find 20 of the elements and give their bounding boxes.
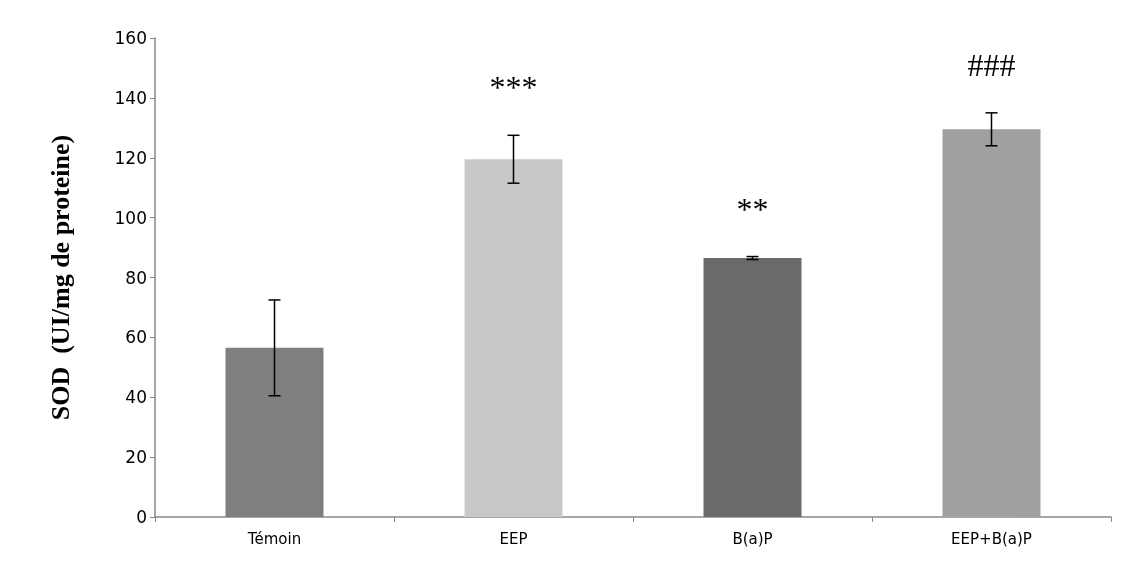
bar bbox=[703, 258, 802, 517]
y-axis-title: SOD (UI/mg de proteine) bbox=[45, 134, 75, 421]
y-tick-label: 120 bbox=[114, 147, 147, 168]
x-tick-label: EEP bbox=[499, 529, 528, 548]
annotation: ** bbox=[736, 190, 769, 227]
y-tick-label: 0 bbox=[136, 507, 147, 527]
annotation: ### bbox=[967, 46, 1016, 83]
bar bbox=[464, 159, 563, 517]
y-tick-label: 100 bbox=[114, 207, 147, 228]
y-tick-label: 40 bbox=[125, 387, 147, 408]
y-tick-label: 160 bbox=[114, 28, 147, 48]
y-tick-label: 20 bbox=[125, 447, 147, 468]
x-tick-label: Témoin bbox=[246, 529, 302, 548]
bar bbox=[942, 129, 1041, 517]
x-tick-label: B(a)P bbox=[732, 529, 773, 548]
y-tick-label: 60 bbox=[125, 327, 147, 348]
y-tick-label: 140 bbox=[114, 87, 147, 108]
annotation: *** bbox=[489, 69, 538, 106]
y-tick-label: 80 bbox=[125, 267, 147, 288]
x-tick-label: EEP+B(a)P bbox=[951, 529, 1032, 548]
